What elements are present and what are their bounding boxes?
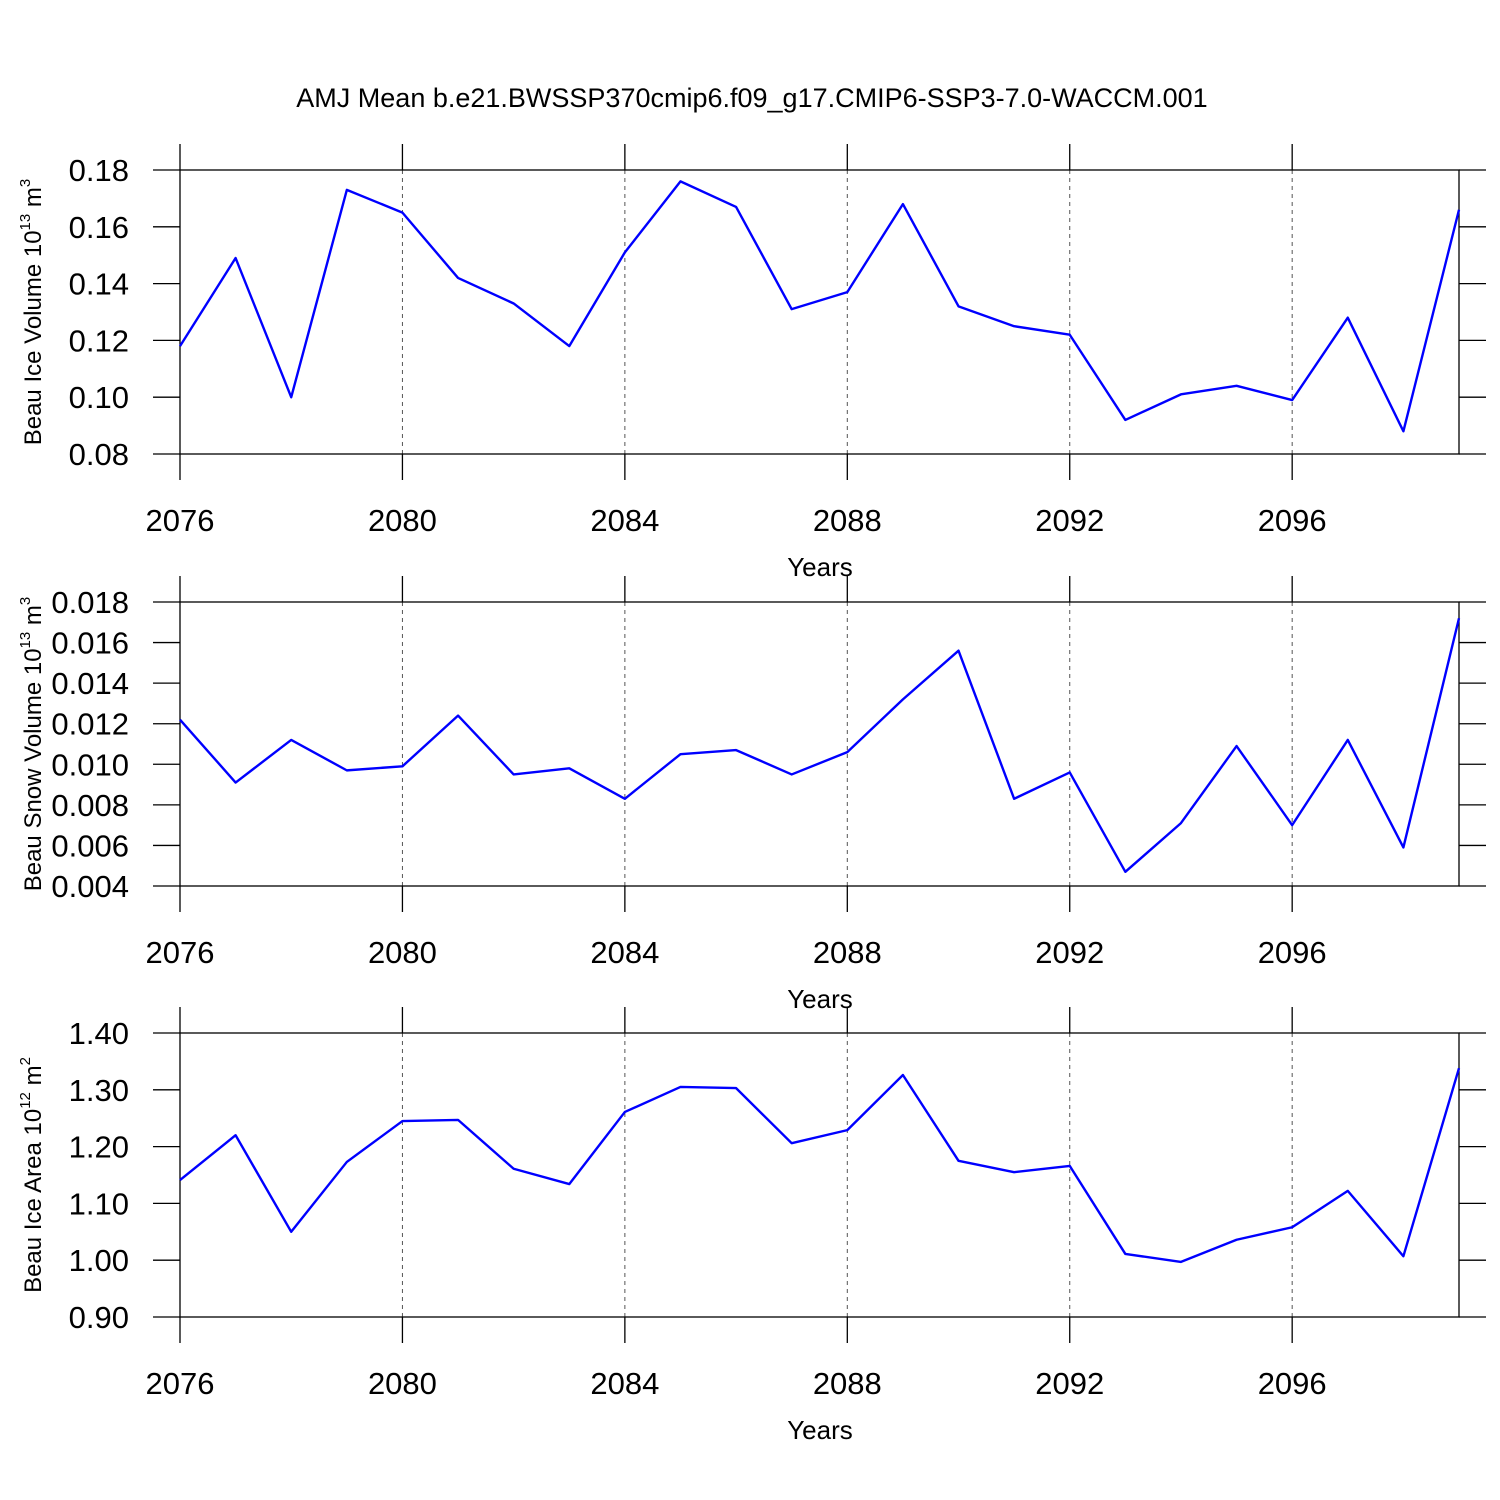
x-tick-label: 2092 [1035,1366,1104,1401]
x-tick-label: 2076 [146,503,215,538]
x-axis-title: Years [787,552,853,582]
y-tick-label: 0.010 [51,747,129,782]
x-tick-label: 2096 [1258,935,1327,970]
y-tick-label: 1.40 [69,1016,129,1051]
y-tick-label: 0.10 [69,380,129,415]
y-axis-title-part: m [20,187,47,214]
x-tick-label: 2076 [146,935,215,970]
y-tick-label: 0.16 [69,210,129,245]
y-tick-label: 0.008 [51,788,129,823]
x-tick-label: 2080 [368,503,437,538]
x-tick-label: 2088 [813,935,882,970]
y-axis-title-part: Beau Ice Area 10 [20,1109,47,1293]
x-tick-label: 2096 [1258,1366,1327,1401]
y-tick-label: 1.10 [69,1186,129,1221]
y-axis-title-exponent: 2 [17,1057,34,1065]
y-tick-label: 0.004 [51,869,129,904]
y-axis-title-exponent: 12 [17,1092,34,1109]
x-tick-label: 2088 [813,1366,882,1401]
data-line [179,1067,1461,1264]
x-tick-label: 2096 [1258,503,1327,538]
y-tick-label: 0.14 [69,267,129,302]
y-axis-title-exponent: 3 [17,179,34,187]
x-tick-label: 2092 [1035,935,1104,970]
y-axis-title-exponent: 3 [17,597,34,605]
y-tick-label: 1.20 [69,1130,129,1165]
y-tick-label: 0.016 [51,626,129,661]
y-axis-title-exponent: 13 [17,214,34,231]
y-axis-title: Beau Ice Area 1012 m2 [17,1057,47,1293]
plot-frame [179,601,1460,887]
y-axis-title: Beau Snow Volume 1013 m3 [17,597,47,892]
plot-frame [179,169,1460,455]
y-tick-label: 0.012 [51,707,129,742]
plot-frame [179,1032,1460,1318]
y-tick-label: 0.08 [69,437,129,472]
y-axis-title-exponent: 13 [17,632,34,649]
x-tick-label: 2084 [590,935,659,970]
data-line [178,180,1461,433]
y-tick-label: 1.30 [69,1073,129,1108]
x-tick-label: 2080 [368,935,437,970]
x-tick-label: 2084 [590,1366,659,1401]
x-tick-label: 2084 [590,503,659,538]
y-tick-label: 0.18 [69,153,129,188]
y-tick-label: 0.014 [51,666,129,701]
x-axis-title: Years [787,1415,853,1445]
y-tick-label: 0.12 [69,323,129,358]
y-axis-title-part: m [20,1065,47,1092]
y-tick-label: 0.018 [51,585,129,620]
y-tick-label: 0.006 [51,828,129,863]
x-tick-label: 2080 [368,1366,437,1401]
x-axis-title: Years [787,984,853,1014]
x-tick-label: 2088 [813,503,882,538]
y-axis-title-part: Beau Ice Volume 10 [20,230,47,445]
y-tick-label: 0.90 [69,1300,129,1335]
y-axis-title-part: m [20,605,47,632]
y-axis-title-part: Beau Snow Volume 10 [20,648,47,891]
figure-title: AMJ Mean b.e21.BWSSP370cmip6.f09_g17.CMI… [296,83,1207,113]
data-line [179,617,1461,873]
y-tick-label: 1.00 [69,1243,129,1278]
x-tick-label: 2076 [146,1366,215,1401]
x-tick-label: 2092 [1035,503,1104,538]
y-axis-title: Beau Ice Volume 1013 m3 [17,179,47,446]
